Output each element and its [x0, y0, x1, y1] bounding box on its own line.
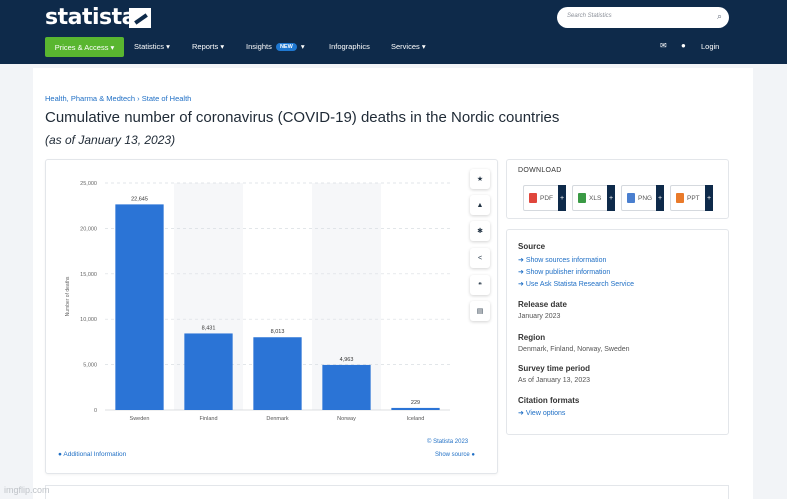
- bar: [322, 364, 371, 410]
- download-png-button[interactable]: PNG +: [621, 185, 664, 211]
- research-service-link[interactable]: ➜ Use Ask Statista Research Service: [518, 280, 634, 288]
- search-input[interactable]: Search Statistics ⌕: [557, 7, 729, 28]
- nav-insights[interactable]: Insights NEW ▾: [246, 42, 305, 52]
- arrow-right-icon: ➜: [518, 257, 524, 264]
- survey-period-title: Survey time period: [518, 364, 591, 373]
- nav-services[interactable]: Services ▾: [391, 42, 426, 51]
- nav-statistics[interactable]: Statistics ▾: [134, 42, 170, 51]
- login-link[interactable]: Login: [701, 42, 720, 51]
- y-tick-label: 10,000: [80, 317, 97, 323]
- source-title: Source: [518, 242, 546, 251]
- arrow-right-icon: ➜: [518, 269, 524, 276]
- y-tick-label: 25,000: [80, 181, 97, 187]
- page-subtitle: (as of January 13, 2023): [45, 133, 176, 147]
- y-axis-label: Number of deaths: [65, 276, 71, 316]
- search-icon[interactable]: ⌕: [716, 11, 722, 21]
- release-date-value: January 2023: [518, 313, 561, 320]
- xls-icon: [578, 193, 586, 203]
- arrow-right-icon: ➜: [518, 281, 524, 288]
- download-xls-label: XLS: [589, 194, 602, 202]
- statista-logo-mark-icon[interactable]: [129, 8, 151, 28]
- show-publisher-link[interactable]: ➜ Show publisher information: [518, 268, 610, 276]
- release-date-title: Release date: [518, 300, 567, 309]
- info-icon: ●: [58, 451, 62, 458]
- y-tick-label: 0: [94, 408, 97, 414]
- x-tick-label: Norway: [337, 416, 356, 422]
- show-sources-link[interactable]: ➜ Show sources information: [518, 256, 606, 264]
- region-value: Denmark, Finland, Norway, Sweden: [518, 346, 630, 353]
- y-tick-label: 5,000: [83, 363, 97, 369]
- breadcrumb-topic[interactable]: Health, Pharma & Medtech: [45, 94, 136, 103]
- info-icon: ●: [471, 452, 475, 458]
- y-tick-label: 15,000: [80, 272, 97, 278]
- plus-icon: +: [705, 185, 713, 211]
- view-options-label: View options: [525, 410, 566, 417]
- plus-icon: +: [656, 185, 664, 211]
- download-pdf-button[interactable]: PDF +: [523, 185, 566, 211]
- new-badge: NEW: [275, 43, 297, 52]
- nav-insights-label: Insights: [246, 42, 272, 51]
- show-publisher-label: Show publisher information: [525, 269, 611, 276]
- search-placeholder: Search Statistics: [567, 13, 612, 19]
- plus-icon: +: [558, 185, 566, 211]
- citation-formats-title: Citation formats: [518, 396, 580, 405]
- download-pdf-label: PDF: [540, 194, 553, 202]
- bell-icon[interactable]: ▲: [470, 195, 490, 215]
- page-title: Cumulative number of coronavirus (COVID-…: [45, 109, 560, 126]
- chevron-down-icon: ▾: [300, 42, 305, 51]
- data-label: 4,963: [340, 357, 354, 363]
- survey-period-value: As of January 13, 2023: [518, 377, 590, 384]
- bar: [391, 407, 440, 410]
- mail-icon[interactable]: ✉: [660, 41, 667, 50]
- watermark: imgflip.com: [4, 485, 50, 495]
- print-icon[interactable]: ▤: [470, 301, 490, 321]
- x-tick-label: Sweden: [130, 416, 150, 422]
- plus-icon: +: [607, 185, 615, 211]
- data-label: 22,645: [131, 196, 148, 202]
- breadcrumb: Health, Pharma & Medtech › State of Heal…: [45, 94, 191, 103]
- png-icon: [627, 193, 635, 203]
- research-service-label: Use Ask Statista Research Service: [525, 281, 634, 288]
- download-ppt-button[interactable]: PPT +: [670, 185, 713, 211]
- additional-information-label: Additional Information: [63, 451, 127, 458]
- data-label: 8,013: [271, 329, 285, 335]
- pdf-icon: [529, 193, 537, 203]
- statista-credit[interactable]: © Statista 2023: [427, 439, 469, 445]
- data-label: 8,431: [202, 325, 216, 331]
- x-tick-label: Iceland: [407, 416, 425, 422]
- download-title: DOWNLOAD: [518, 167, 562, 174]
- breadcrumb-separator: ›: [137, 94, 140, 103]
- next-section-card: [45, 485, 729, 499]
- arrow-right-icon: ➜: [518, 410, 524, 417]
- bar: [115, 204, 164, 410]
- data-label: 229: [411, 400, 420, 406]
- download-ppt-label: PPT: [687, 194, 700, 202]
- statistic-details-card: [506, 229, 729, 435]
- ppt-icon: [676, 193, 684, 203]
- download-xls-button[interactable]: XLS +: [572, 185, 615, 211]
- prices-access-button[interactable]: Prices & Access ▾: [45, 37, 124, 57]
- x-tick-label: Finland: [199, 416, 217, 422]
- bar-chart: 0 5,000 10,000 15,000 20,000 25,000 Number of …: [65, 181, 450, 422]
- nav-reports[interactable]: Reports ▾: [192, 42, 225, 51]
- bar: [253, 337, 302, 410]
- additional-information-link[interactable]: ● Additional Information: [58, 451, 126, 458]
- download-png-label: PNG: [638, 194, 653, 202]
- region-title: Region: [518, 333, 546, 342]
- bar: [184, 333, 233, 410]
- user-icon[interactable]: ●: [681, 41, 686, 50]
- show-source-label: Show source: [435, 452, 470, 458]
- view-options-link[interactable]: ➜ View options: [518, 409, 565, 417]
- breadcrumb-subtopic[interactable]: State of Health: [141, 94, 192, 103]
- y-tick-label: 20,000: [80, 226, 97, 232]
- show-sources-label: Show sources information: [525, 257, 607, 264]
- share-icon[interactable]: <: [470, 248, 490, 268]
- quote-icon[interactable]: ❝: [470, 275, 490, 295]
- x-tick-label: Denmark: [266, 416, 289, 422]
- show-source-link[interactable]: Show source ●: [435, 452, 475, 458]
- statista-logo[interactable]: statista: [45, 5, 136, 30]
- gear-icon[interactable]: ✱: [470, 221, 490, 241]
- nav-infographics[interactable]: Infographics: [329, 42, 370, 51]
- star-icon[interactable]: ★: [470, 169, 490, 189]
